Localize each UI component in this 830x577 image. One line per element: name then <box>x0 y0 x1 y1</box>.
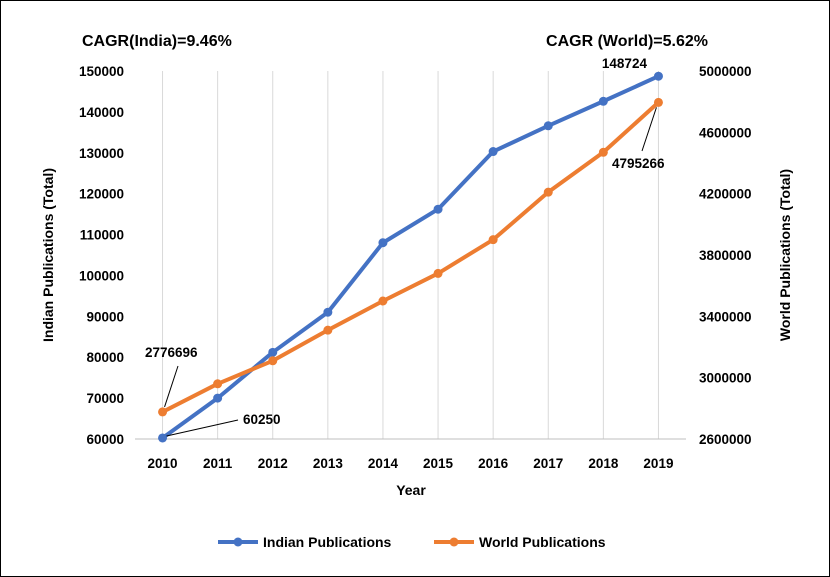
series-line-india <box>161 74 660 440</box>
cagr-india-annotation: CAGR(India)=9.46% <box>82 33 232 50</box>
series-point-india <box>598 96 608 106</box>
series-point-world <box>158 407 168 417</box>
left-tick-label: 100000 <box>79 268 124 283</box>
left-tick-label: 140000 <box>79 105 124 120</box>
left-tick-label: 60000 <box>86 432 124 447</box>
x-tick-label: 2012 <box>258 456 288 471</box>
leader-line <box>641 107 657 152</box>
legend-label-india: Indian Publications <box>263 534 392 550</box>
left-axis-title: Indian Publications (Total) <box>40 168 56 342</box>
series-point-india <box>653 71 663 81</box>
x-tick-label: 2018 <box>588 456 619 471</box>
left-axis-ticks: 60000 70000 80000 90000 100000 110000 120000 13… <box>79 64 124 447</box>
x-tick-label: 2010 <box>148 456 178 471</box>
series-point-india <box>378 238 388 248</box>
series-layer <box>158 71 663 443</box>
right-axis-ticks: 2600000 3000000 3400000 3800000 4200000 46000… <box>699 64 752 447</box>
series-point-world <box>433 268 443 278</box>
left-tick-label: 70000 <box>86 391 124 406</box>
data-label-india-first: 60250 <box>243 412 281 427</box>
left-tick-label: 130000 <box>79 146 124 161</box>
x-axis-title: Year <box>396 482 426 498</box>
series-point-world <box>488 235 498 245</box>
series-point-world <box>268 356 278 366</box>
legend: Indian Publications World Publications <box>218 534 606 550</box>
legend-label-world: World Publications <box>479 534 606 550</box>
series-point-world <box>653 97 663 107</box>
right-tick-label: 3000000 <box>699 371 752 386</box>
right-tick-label: 2600000 <box>699 432 752 447</box>
x-axis-ticks: 2010 2011 2012 2013 2014 2015 2016 2017 2018 2019 <box>148 456 674 471</box>
right-tick-label: 5000000 <box>699 64 752 79</box>
legend-marker-india <box>233 537 243 547</box>
x-tick-label: 2019 <box>643 456 673 471</box>
series-line-world <box>161 100 660 414</box>
left-tick-label: 150000 <box>79 64 124 79</box>
series-point-india <box>158 433 168 443</box>
series-point-world <box>213 379 223 389</box>
grid-lines <box>162 71 659 439</box>
data-labels-layer: 60250 148724 2776696 4795266 <box>145 56 665 437</box>
right-axis-title: World Publications (Total) <box>777 169 793 341</box>
left-tick-label: 80000 <box>86 350 124 365</box>
series-point-india <box>323 307 333 317</box>
series-point-india <box>433 204 443 214</box>
right-tick-label: 3400000 <box>699 309 752 324</box>
left-tick-label: 90000 <box>86 309 124 324</box>
left-tick-label: 110000 <box>80 228 124 243</box>
data-label-world-last: 4795266 <box>612 156 665 171</box>
cagr-world-annotation: CAGR (World)=5.62% <box>546 33 708 50</box>
data-label-world-first: 2776696 <box>145 345 198 360</box>
x-tick-label: 2011 <box>203 456 233 471</box>
series-point-india <box>543 121 553 131</box>
right-tick-label: 4600000 <box>699 125 752 140</box>
legend-marker-world <box>449 537 459 547</box>
x-tick-label: 2013 <box>313 456 344 471</box>
data-label-india-last: 148724 <box>602 56 648 71</box>
series-point-world <box>543 187 553 197</box>
x-tick-label: 2015 <box>423 456 454 471</box>
x-tick-label: 2014 <box>368 456 399 471</box>
right-tick-label: 3800000 <box>699 248 752 263</box>
series-point-india <box>268 347 278 357</box>
leader-line <box>166 419 239 437</box>
series-point-india <box>213 393 223 403</box>
series-point-world <box>323 325 333 335</box>
series-point-india <box>488 147 498 157</box>
leader-line <box>164 365 179 408</box>
x-tick-label: 2016 <box>478 456 509 471</box>
x-tick-label: 2017 <box>533 456 563 471</box>
series-point-world <box>378 296 388 306</box>
right-tick-label: 4200000 <box>699 187 752 202</box>
left-tick-label: 120000 <box>79 187 124 202</box>
series-point-world <box>598 147 608 157</box>
